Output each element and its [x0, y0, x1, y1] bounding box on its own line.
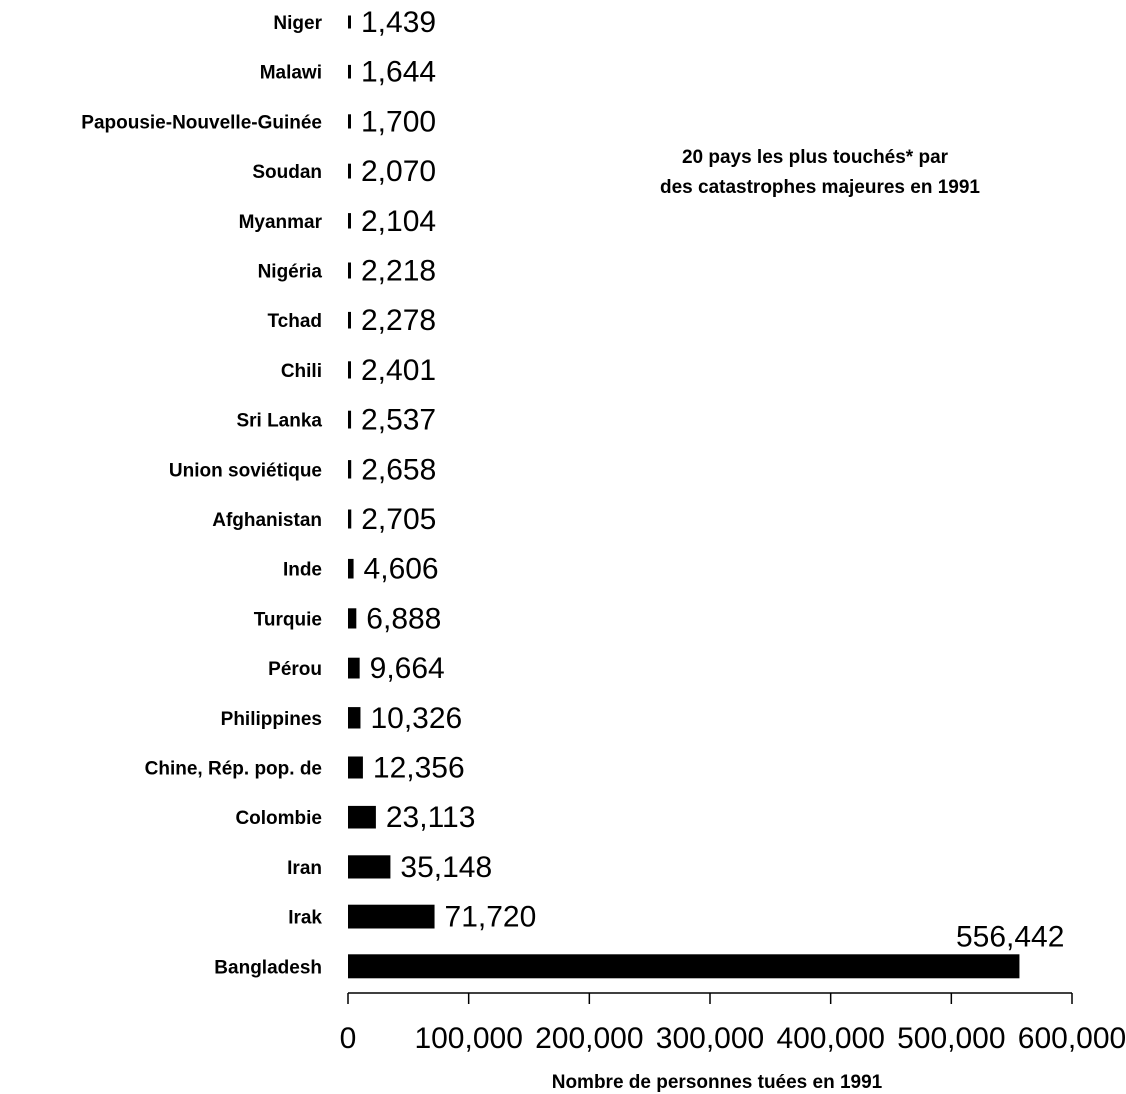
value-label-0: 1,439: [361, 6, 436, 39]
bar-0: [348, 15, 351, 29]
value-label-16: 23,113: [386, 801, 476, 834]
value-label-5: 2,218: [361, 255, 436, 288]
value-label-14: 10,326: [370, 702, 462, 735]
bar-10: [348, 509, 352, 529]
x-axis: 0 100,000 200,000 300,000 400,000 500,000 600,…: [340, 992, 1126, 1055]
category-label-5: Nigéria: [258, 262, 323, 283]
chart-subtitle: des catastrophes majeures en 1991: [660, 177, 980, 198]
bar-14: [348, 707, 361, 729]
value-label-2: 1,700: [361, 105, 436, 138]
category-label-13: Pérou: [268, 659, 322, 680]
x-tick-label-1: 100,000: [414, 1022, 522, 1055]
category-label-1: Malawi: [260, 63, 322, 84]
value-label-4: 2,104: [361, 205, 436, 238]
value-label-7: 2,401: [361, 354, 436, 387]
category-label-10: Afghanistan: [212, 510, 322, 531]
x-axis-title: Nombre de personnes tuées en 1991: [552, 1072, 883, 1093]
bar-5: [348, 262, 351, 279]
x-tick-label-4: 400,000: [776, 1022, 884, 1055]
value-label-1: 1,644: [361, 56, 436, 89]
value-label-9: 2,658: [361, 453, 436, 486]
bar-7: [348, 361, 351, 379]
category-label-7: Chili: [281, 361, 322, 382]
bar-6: [348, 311, 351, 329]
bar-16: [348, 805, 376, 829]
x-tick-label-0: 0: [340, 1022, 357, 1055]
category-label-18: Irak: [288, 908, 322, 929]
value-label-6: 2,278: [361, 304, 436, 337]
x-tick-label-5: 500,000: [897, 1022, 1005, 1055]
bar-13: [348, 657, 360, 679]
category-label-2: Papousie-Nouvelle-Guinée: [81, 112, 322, 133]
value-label-12: 6,888: [366, 602, 441, 635]
bar-4: [348, 213, 351, 229]
category-label-16: Colombie: [235, 808, 322, 829]
bar-3: [348, 163, 351, 179]
bar-2: [348, 114, 351, 129]
category-label-4: Myanmar: [239, 212, 323, 233]
bar-19: [348, 954, 1020, 979]
value-label-10: 2,705: [361, 503, 436, 536]
category-label-group: Niger Malawi Papousie-Nouvelle-Guinée Souda…: [81, 13, 322, 978]
category-label-0: Niger: [273, 13, 322, 34]
category-label-11: Inde: [283, 560, 322, 581]
category-label-8: Sri Lanka: [236, 411, 322, 432]
bar-15: [348, 756, 363, 779]
value-label-17: 35,148: [400, 851, 492, 884]
x-tick-label-2: 200,000: [535, 1022, 643, 1055]
value-label-11: 4,606: [364, 553, 439, 586]
bar-group: [348, 15, 1020, 979]
bar-11: [348, 558, 354, 579]
category-label-15: Chine, Rép. pop. de: [145, 759, 322, 780]
category-label-17: Iran: [287, 858, 322, 879]
bar-1: [348, 64, 351, 79]
value-label-15: 12,356: [373, 752, 465, 785]
bar-8: [348, 410, 352, 429]
category-label-9: Union soviétique: [169, 460, 322, 481]
category-label-6: Tchad: [267, 311, 322, 332]
category-label-14: Philippines: [221, 709, 322, 730]
bar-9: [348, 460, 352, 479]
bar-17: [348, 855, 391, 879]
x-tick-label-6: 600,000: [1018, 1022, 1126, 1055]
category-label-12: Turquie: [254, 609, 322, 630]
category-label-19: Bangladesh: [214, 957, 322, 978]
value-label-8: 2,537: [361, 404, 436, 437]
value-label-13: 9,664: [370, 652, 445, 685]
chart-title: 20 pays les plus touchés* par: [682, 147, 949, 168]
x-tick-label-3: 300,000: [656, 1022, 764, 1055]
value-label-18: 71,720: [445, 901, 537, 934]
value-label-group: 1,439 1,644 1,700 2,070 2,104 2,218 2,278 2,401…: [361, 6, 1064, 953]
bar-18: [348, 904, 435, 929]
category-label-3: Soudan: [252, 162, 322, 183]
value-label-3: 2,070: [361, 155, 436, 188]
bar-12: [348, 608, 357, 629]
value-label-19: 556,442: [956, 920, 1064, 953]
